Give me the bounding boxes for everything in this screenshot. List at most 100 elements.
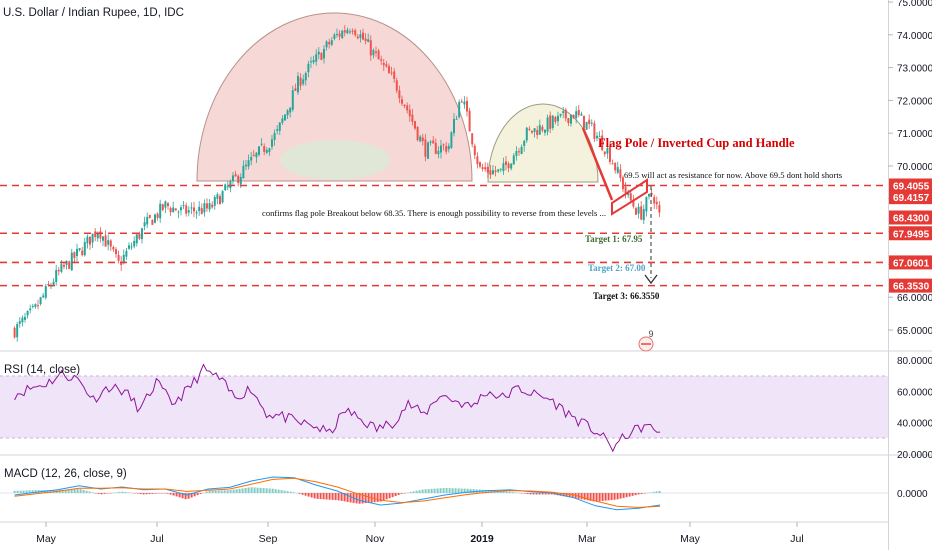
candle-body [341, 30, 344, 39]
macd-histogram-bar [619, 493, 622, 499]
level-price-tag [889, 190, 932, 205]
candle-body [177, 211, 180, 213]
rsi-line[interactable] [14, 363, 661, 453]
candle-body [546, 117, 549, 132]
time-tick-label: 2019 [470, 533, 494, 545]
event-badge[interactable]: 9 [638, 329, 654, 352]
macd-histogram-bar [595, 493, 598, 502]
macd-histogram-bar [436, 488, 439, 493]
macd-histogram-bar [652, 491, 655, 493]
macd-histogram-bar [535, 493, 538, 495]
candle-body [494, 170, 497, 172]
candle-body [182, 204, 185, 206]
candle-body [263, 146, 266, 152]
macd-histogram-bar [100, 493, 103, 495]
candle-body [192, 207, 195, 212]
breakout-note[interactable]: confirms flag pole Breakout below 68.35.… [262, 208, 606, 218]
candle-body [608, 146, 611, 162]
macd-histogram-bar [451, 488, 454, 493]
macd-histogram-bar [454, 488, 457, 493]
candle-body [125, 250, 128, 257]
candle-body [143, 222, 146, 227]
candle-body [645, 197, 648, 212]
macd-histogram-bar [193, 493, 196, 497]
macd-line[interactable] [14, 476, 661, 511]
candle-body [36, 305, 39, 307]
cup-highlight [280, 140, 390, 180]
macd-histogram-bar [253, 487, 256, 493]
candle-body [218, 196, 221, 205]
candle-body [203, 203, 206, 213]
macd-histogram-bar [502, 491, 505, 493]
macd-histogram-bar [262, 488, 265, 493]
macd-histogram-bar [616, 493, 619, 500]
target2-label[interactable]: Target 2: 67.00 [588, 263, 646, 273]
target1-label[interactable]: Target 1: 67.95 [585, 234, 643, 244]
macd-histogram-bar [175, 493, 178, 497]
macd-histogram-bar [295, 492, 298, 494]
macd-histogram-bar [460, 488, 463, 493]
target3-label[interactable]: Target 3: 66.3550 [593, 291, 660, 301]
macd-histogram-bar [124, 492, 127, 493]
macd-histogram-bar [184, 493, 187, 500]
rsi-series [14, 363, 661, 453]
candle-body [120, 261, 123, 266]
macd-histogram-bar [25, 490, 28, 493]
candle-body [83, 241, 86, 256]
candle-body [159, 203, 162, 219]
macd-histogram-bar [172, 493, 175, 496]
candle-body [400, 99, 403, 104]
macd-histogram-bar [187, 493, 190, 499]
macd-histogram-bar [400, 493, 403, 494]
candle-body [528, 128, 531, 130]
macd-histogram-bar [523, 493, 526, 494]
candlestick-series [13, 25, 661, 342]
candle-body [325, 41, 328, 48]
candle-body [57, 269, 60, 272]
macd-histogram-bar [463, 488, 466, 493]
candle-body [55, 269, 58, 283]
signal-line[interactable] [14, 477, 661, 508]
candle-body [512, 155, 515, 165]
candle-body [257, 146, 260, 155]
macd-histogram-bar [472, 489, 475, 493]
macd-histogram-bar [154, 493, 157, 494]
candle-body [458, 102, 461, 118]
candle-body [556, 115, 559, 122]
candle-body [497, 169, 500, 172]
price-axis: 75.0000 74.0000 73.0000 72.0000 71.0000 70.00… [888, 0, 932, 337]
macd-histogram-bar [61, 489, 64, 493]
macd-histogram-bar [433, 488, 436, 493]
pattern-title[interactable]: Flag Pole / Inverted Cup and Handle [598, 136, 795, 150]
candle-body [419, 136, 422, 142]
candle-body [424, 139, 427, 157]
candle-body [88, 236, 91, 245]
price-tick-label: 65.0000 [897, 326, 932, 337]
candle-body [29, 308, 32, 311]
candle-body [211, 204, 214, 208]
macd-histogram-bar [49, 490, 52, 493]
macd-histogram-bar [325, 493, 328, 500]
macd-histogram-bar [307, 493, 310, 497]
flag-channel[interactable] [611, 178, 648, 216]
resistance-note[interactable]: 69.5 will act as resistance for now. Abo… [624, 170, 843, 180]
macd-histogram-bar [613, 493, 616, 500]
candle-body [127, 245, 130, 249]
candle-body [231, 175, 234, 182]
macd-histogram-bar [427, 489, 430, 493]
price-tick-label: 66.0000 [897, 293, 932, 304]
macd-histogram-bar [220, 490, 223, 493]
macd-histogram-bar [214, 490, 217, 493]
macd-histogram-bar [202, 492, 205, 494]
candle-body [632, 199, 635, 207]
macd-histogram-bar [655, 491, 658, 493]
level-price-tag-text: 68.4300 [893, 213, 930, 224]
macd-series [0, 476, 888, 511]
macd-histogram-bar [88, 491, 91, 493]
flag-pole-line[interactable] [581, 127, 614, 201]
macd-histogram-bar [538, 493, 541, 495]
candle-body [351, 30, 354, 32]
candle-body [52, 281, 55, 285]
candle-body [647, 194, 650, 197]
